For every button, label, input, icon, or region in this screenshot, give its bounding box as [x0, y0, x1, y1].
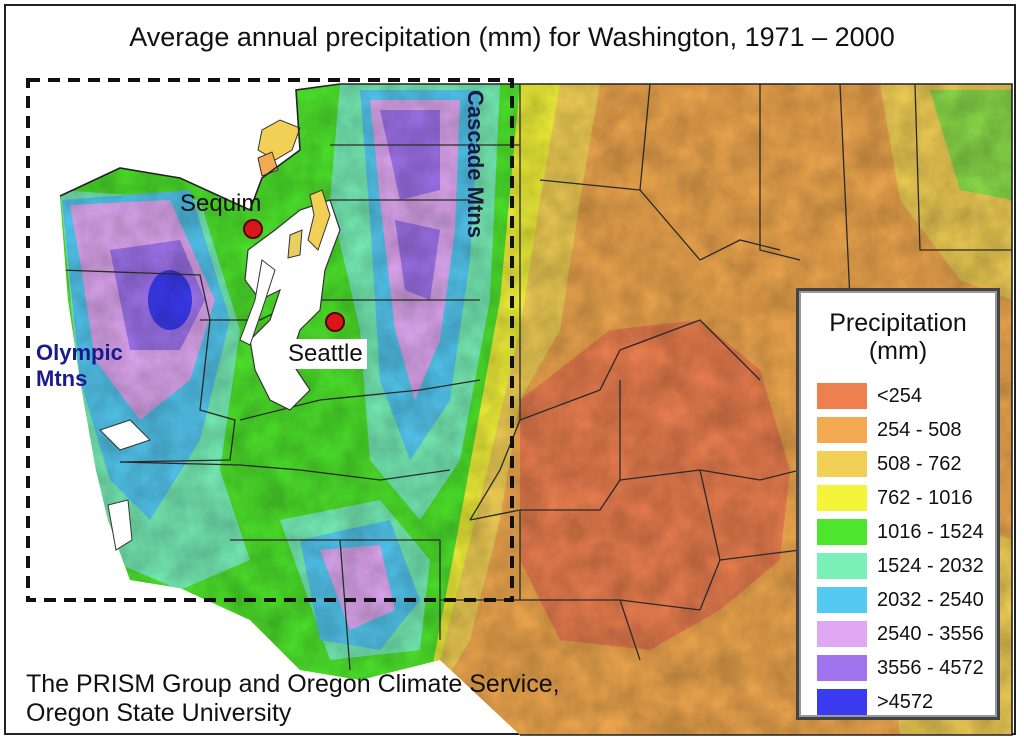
seattle-marker[interactable] — [325, 312, 345, 332]
legend-swatch — [817, 689, 867, 715]
legend-title-line2: (mm) — [868, 337, 928, 365]
puget-sound — [244, 199, 341, 411]
legend-item: >4572 — [817, 689, 997, 717]
legend-label: 3556 - 4572 — [877, 657, 984, 679]
legend-swatch — [817, 451, 867, 477]
legend-item: 1016 - 1524 — [817, 519, 997, 547]
whidbey-island — [307, 189, 331, 251]
legend-label: 2540 - 3556 — [877, 623, 984, 645]
credit-text: The PRISM Group and Oregon Climate Servi… — [26, 670, 560, 728]
olympic-label-line1: Olympic — [36, 340, 123, 365]
legend-title-line1: Precipitation — [829, 309, 967, 337]
sequim-marker[interactable] — [243, 219, 263, 239]
study-area-box — [26, 78, 514, 602]
legend-item: 762 - 1016 — [817, 485, 997, 513]
legend-item: 508 - 762 — [817, 451, 997, 479]
legend-label: 1524 - 2032 — [877, 555, 984, 577]
map-title: Average annual precipitation (mm) for Wa… — [129, 22, 895, 52]
hood-canal — [239, 259, 276, 346]
sequim-label: Sequim — [180, 190, 262, 217]
olympic-mountains-label: Olympic Mtns — [36, 340, 123, 392]
legend-swatch — [817, 621, 867, 647]
legend-label: 508 - 762 — [877, 453, 962, 475]
seattle-label: Seattle — [284, 339, 367, 369]
legend-item: 1524 - 2032 — [817, 553, 997, 581]
legend-swatch — [817, 655, 867, 681]
legend-label: <254 — [877, 385, 923, 407]
legend-swatch — [817, 383, 867, 409]
legend-label: 254 - 508 — [877, 419, 962, 441]
legend-title: Precipitation (mm) — [799, 309, 997, 365]
willapa-bay — [107, 499, 133, 551]
legend-swatch — [817, 485, 867, 511]
olympic-label-line2: Mtns — [36, 366, 88, 391]
legend-swatch — [817, 417, 867, 443]
island-b — [287, 229, 303, 259]
credit-line1: The PRISM Group and Oregon Climate Servi… — [26, 670, 560, 698]
legend-item: 2032 - 2540 — [817, 587, 997, 615]
legend-item: 3556 - 4572 — [817, 655, 997, 683]
grays-harbor — [99, 419, 151, 451]
san-juan-islands — [257, 119, 301, 161]
credit-line2: Oregon State University — [26, 699, 292, 727]
state-outline — [59, 83, 1013, 736]
legend-item: 254 - 508 — [817, 417, 997, 445]
legend-swatch — [817, 519, 867, 545]
legend: Precipitation (mm) <254 254 - 508 508 - … — [796, 288, 1000, 720]
legend-label: 2032 - 2540 — [877, 589, 984, 611]
legend-label: >4572 — [877, 691, 934, 713]
legend-label: 762 - 1016 — [877, 487, 973, 509]
legend-label: 1016 - 1524 — [877, 521, 984, 543]
cascade-mountains-label: Cascade Mtns — [463, 90, 488, 238]
legend-item: <254 — [817, 383, 997, 411]
legend-item: 2540 - 3556 — [817, 621, 997, 649]
legend-swatch — [817, 587, 867, 613]
legend-swatch — [817, 553, 867, 579]
